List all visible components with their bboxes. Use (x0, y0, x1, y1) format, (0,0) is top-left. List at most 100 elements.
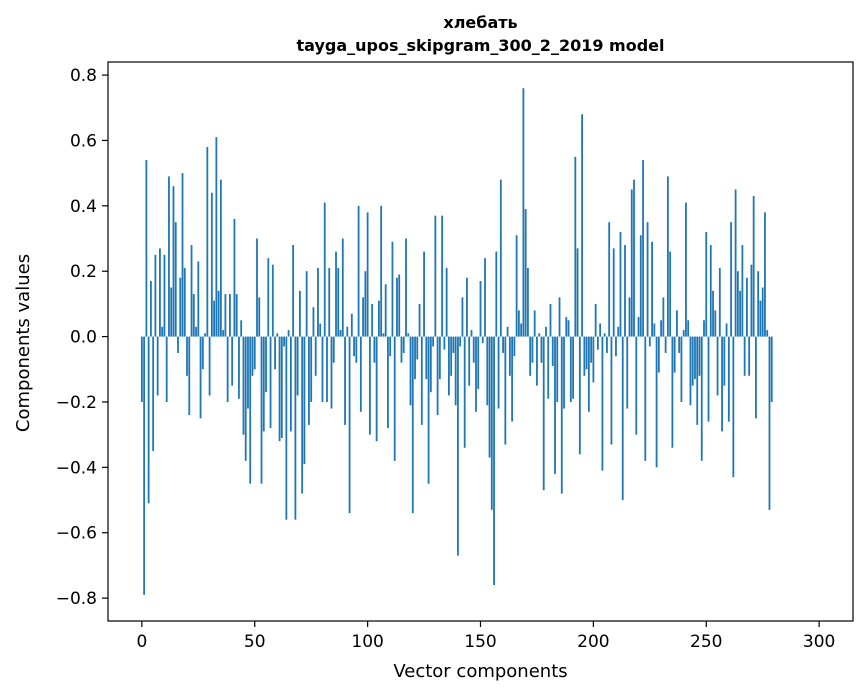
bar (145, 160, 148, 337)
bar (560, 336, 563, 494)
bar (732, 336, 735, 478)
bar (576, 248, 579, 337)
bar (493, 336, 495, 586)
bar (470, 330, 473, 337)
chart-title: хлебать (443, 13, 518, 32)
bar (488, 336, 491, 458)
bar (666, 176, 669, 337)
bar (696, 336, 699, 425)
bar (303, 336, 306, 465)
bar (168, 176, 170, 337)
bar (416, 336, 419, 360)
bar (653, 323, 656, 337)
bar (694, 336, 696, 380)
bar (499, 179, 502, 337)
bar (612, 248, 615, 337)
bar (188, 336, 191, 416)
bar (292, 245, 295, 337)
bar (396, 277, 398, 337)
bar (592, 336, 595, 383)
bar (402, 336, 405, 353)
bar (296, 336, 299, 396)
bar (506, 326, 509, 337)
bar (743, 336, 746, 376)
bar (429, 336, 432, 393)
bar (707, 336, 710, 422)
bar (723, 336, 726, 386)
bar (673, 336, 676, 373)
bar (484, 258, 486, 337)
bar (490, 336, 493, 510)
bar (502, 336, 504, 353)
x-tick-label: 150 (464, 632, 496, 652)
bar (387, 336, 389, 429)
bar (497, 336, 500, 409)
bar (179, 277, 182, 337)
bar (768, 336, 771, 510)
bar (359, 336, 362, 412)
bar (651, 241, 653, 337)
bar (384, 284, 387, 337)
bar (703, 320, 705, 337)
bar (294, 336, 297, 520)
x-tick-label: 0 (136, 632, 147, 652)
chart-subtitle: tayga_upos_skipgram_300_2_2019 model (296, 36, 665, 55)
bar (371, 303, 374, 337)
bar (163, 254, 166, 337)
bar (443, 336, 446, 350)
bar (565, 316, 568, 337)
bar (542, 336, 545, 491)
bar (479, 281, 482, 337)
bar (170, 287, 173, 337)
bar (298, 290, 301, 337)
bar (520, 323, 523, 337)
bar (617, 326, 620, 337)
bar (454, 336, 457, 406)
bar (730, 222, 732, 337)
bar (330, 336, 333, 409)
bar (172, 186, 175, 337)
bar (581, 114, 583, 337)
bar (583, 336, 586, 376)
bar (427, 336, 430, 484)
bar (558, 297, 561, 337)
bar (531, 336, 534, 363)
bar (154, 254, 157, 337)
bar (709, 245, 712, 337)
bar (366, 212, 369, 337)
bar (700, 336, 703, 461)
bar (287, 330, 290, 337)
bar (547, 336, 550, 399)
bar (567, 320, 570, 337)
bar (438, 336, 441, 380)
bar (308, 336, 310, 425)
x-axis-label: Vector components (393, 661, 567, 682)
bar (337, 267, 340, 337)
bar (599, 323, 602, 337)
bar (481, 336, 484, 344)
bar (407, 333, 410, 337)
bar (326, 336, 328, 402)
bar (382, 333, 385, 337)
bar (368, 336, 371, 435)
bar (247, 336, 249, 409)
bar (201, 336, 204, 370)
bar (619, 231, 622, 337)
bar (685, 202, 687, 337)
bar (240, 320, 243, 337)
bar (676, 310, 678, 337)
bar (238, 336, 240, 399)
bar (165, 336, 168, 402)
bar (441, 215, 444, 337)
bar (256, 238, 258, 337)
bar (574, 156, 577, 337)
bar (594, 303, 597, 337)
bar (536, 336, 538, 386)
bar (545, 326, 547, 337)
bar (350, 313, 353, 337)
bar (174, 222, 177, 337)
bar (515, 235, 518, 337)
bar (452, 336, 455, 353)
bar (644, 336, 647, 461)
